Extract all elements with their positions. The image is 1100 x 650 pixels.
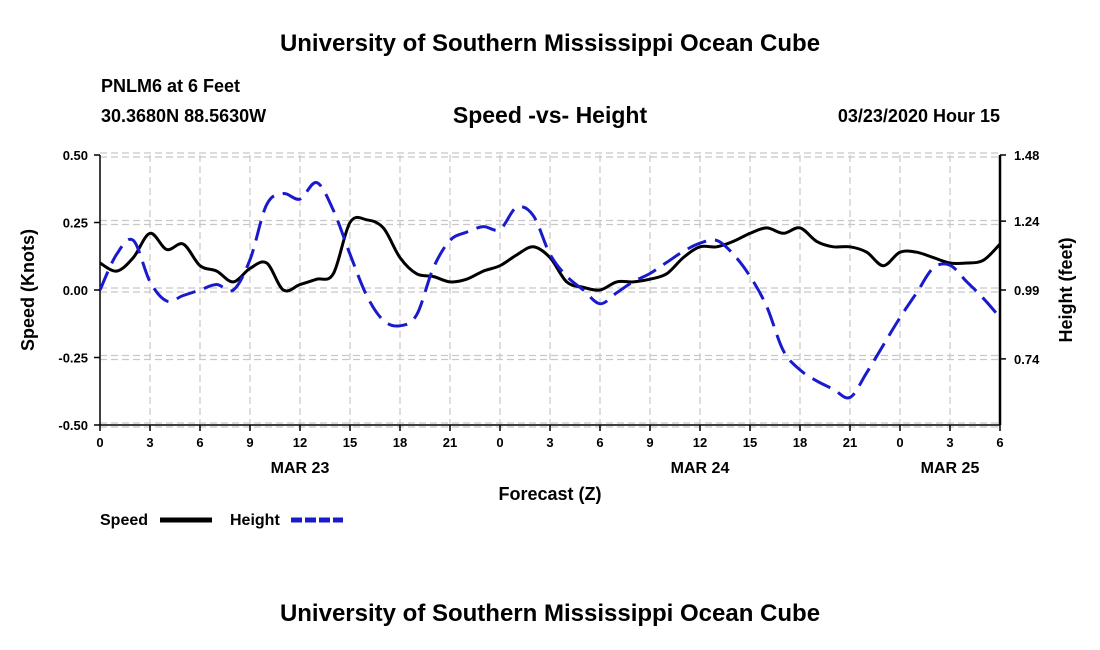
x-tick-label: 3 bbox=[546, 435, 553, 450]
y-tick-label: 0.00 bbox=[63, 283, 88, 298]
speed-series-line bbox=[99, 215, 1002, 293]
y2-tick-label: 1.48 bbox=[1014, 148, 1039, 163]
x-tick-label: 15 bbox=[343, 435, 357, 450]
y-tick-label: 0.50 bbox=[63, 148, 88, 163]
top-title: University of Southern Mississippi Ocean… bbox=[279, 30, 821, 57]
y2-tick-label: 1.24 bbox=[1014, 214, 1040, 229]
date-label: MAR 24 bbox=[671, 460, 730, 477]
y-tick-label: 0.25 bbox=[63, 216, 88, 231]
bottom-title: University of Southern Mississippi Ocean… bbox=[279, 600, 821, 627]
x-tick-label: 0 bbox=[96, 435, 103, 450]
x-tick-label: 3 bbox=[146, 435, 153, 450]
x-tick-label: 21 bbox=[843, 435, 857, 450]
legend-speed-label: Speed bbox=[100, 512, 148, 529]
y2-tick-label: 0.99 bbox=[1014, 283, 1039, 298]
x-tick-label: 18 bbox=[393, 435, 407, 450]
station-label: PNLM6 at 6 Feet bbox=[101, 76, 241, 96]
x-tick-label: 3 bbox=[946, 435, 953, 450]
x-tick-label: 18 bbox=[793, 435, 807, 450]
x-tick-label: 21 bbox=[443, 435, 457, 450]
y-tick-label: -0.25 bbox=[58, 351, 88, 366]
x-tick-label: 12 bbox=[693, 435, 707, 450]
x-tick-label: 15 bbox=[743, 435, 757, 450]
legend-height-label: Height bbox=[230, 512, 280, 529]
chart-series bbox=[98, 181, 1002, 400]
x-tick-label: 12 bbox=[293, 435, 307, 450]
y-axis-label: Speed (Knots) bbox=[18, 229, 38, 351]
y2-tick-label: 0.74 bbox=[1014, 352, 1040, 367]
chart-grid bbox=[100, 152, 1000, 428]
x-tick-label: 0 bbox=[896, 435, 903, 450]
height-series-line bbox=[98, 181, 1002, 400]
date-label: MAR 23 bbox=[271, 460, 330, 477]
y-tick-label: -0.50 bbox=[58, 418, 88, 433]
coords-label: 30.3680N 88.5630W bbox=[101, 106, 267, 126]
x-tick-label: 9 bbox=[246, 435, 253, 450]
x-tick-label: 0 bbox=[496, 435, 503, 450]
x-tick-label: 6 bbox=[596, 435, 603, 450]
x-tick-label: 9 bbox=[646, 435, 653, 450]
y2-axis-label: Height (feet) bbox=[1056, 238, 1076, 343]
x-axis-label: Forecast (Z) bbox=[498, 484, 601, 504]
chart-axes: 0 3 6 9 12 15 18 21 0 3 6 9 12 15 18 21 0 3 6 MAR 23 MAR 24 M… bbox=[58, 148, 1040, 477]
chart-title: Speed -vs- Height bbox=[452, 102, 648, 128]
datetime-label: 03/23/2020 Hour 15 bbox=[837, 106, 1000, 126]
x-tick-label: 6 bbox=[196, 435, 203, 450]
date-label: MAR 25 bbox=[921, 460, 980, 477]
x-tick-label: 6 bbox=[996, 435, 1003, 450]
